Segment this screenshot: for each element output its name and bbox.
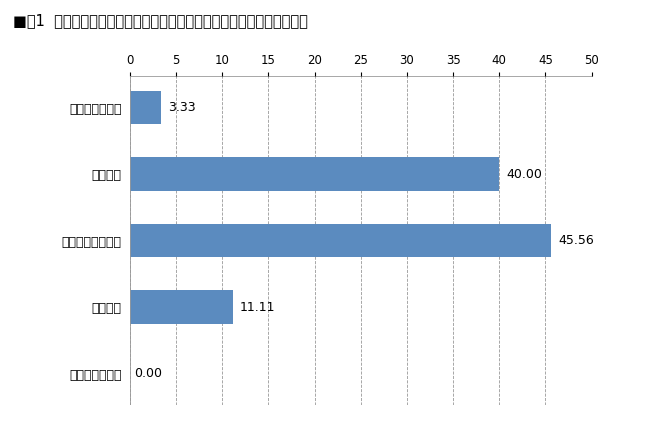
Bar [130,224,551,257]
Bar [130,290,233,324]
Text: 0.00: 0.00 [135,367,162,380]
Text: 45.56: 45.56 [558,234,593,247]
Text: 3.33: 3.33 [168,101,196,114]
Text: 11.11: 11.11 [240,300,276,314]
Bar [130,157,499,191]
Text: 40.00: 40.00 [506,168,543,181]
Bar [130,91,161,124]
Text: ■表1  住宅や土地の価格は今後半年間でどのようになると思いますか？: ■表1 住宅や土地の価格は今後半年間でどのようになると思いますか？ [13,13,308,28]
